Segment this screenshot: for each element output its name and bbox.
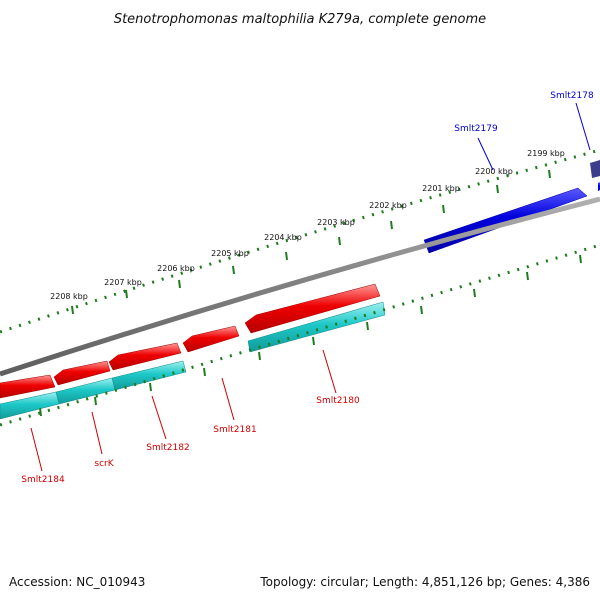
forward-gene-smlt2178-arrow[interactable] [590,160,600,191]
reverse-gene-smlt2184-arrow[interactable] [0,374,56,399]
leader-lines [30,102,591,472]
inner-major-ticks [39,254,582,417]
cds-block-smlt2184[interactable] [0,391,60,420]
reverse-gene-smlt2182-arrow[interactable] [108,342,182,371]
kbp-label: 2200 kbp [475,167,513,176]
kbp-label: 2199 kbp [527,149,565,158]
outer-major-ticks [71,169,551,315]
gene-label-smlt2184[interactable]: Smlt2184 [21,475,65,485]
kbp-label: 2202 kbp [369,201,407,210]
gene-label-smlt2182[interactable]: Smlt2182 [146,443,189,453]
kbp-label: 2204 kbp [264,233,302,242]
gene-label-smlt2181[interactable]: Smlt2181 [213,425,256,435]
kbp-label: 2206 kbp [157,264,195,273]
genome-backbone [0,196,600,377]
forward-gene-smlt2179-arrow[interactable] [423,187,588,254]
gene-label-smlt2180[interactable]: Smlt2180 [316,396,360,406]
reverse-gene-smlt2180-arrow[interactable] [244,283,381,334]
cds-block-smlt2180[interactable] [247,301,386,353]
cds-track [0,301,386,420]
kbp-label: 2205 kbp [211,249,249,258]
gene-label-smlt2178[interactable]: Smlt2178 [550,91,594,101]
kbp-label: 2207 kbp [104,278,142,287]
genome-stats-text: Topology: circular; Length: 4,851,126 bp… [259,575,590,589]
kbp-label: 2203 kbp [317,218,355,227]
accession-text: Accession: NC_010943 [9,575,145,589]
reverse-gene-scrk-arrow[interactable] [53,360,111,386]
gene-label-scrk[interactable]: scrK [94,459,114,469]
kbp-label: 2208 kbp [50,292,88,301]
kbp-labels: 2208 kbp 2207 kbp 2206 kbp 2205 kbp 2204… [50,149,565,301]
kbp-label: 2201 kbp [422,184,460,193]
gene-label-smlt2179[interactable]: Smlt2179 [454,124,498,134]
map-title: Stenotrophomonas maltophilia K279a, comp… [114,12,486,27]
reverse-gene-smlt2181-arrow[interactable] [182,325,240,353]
